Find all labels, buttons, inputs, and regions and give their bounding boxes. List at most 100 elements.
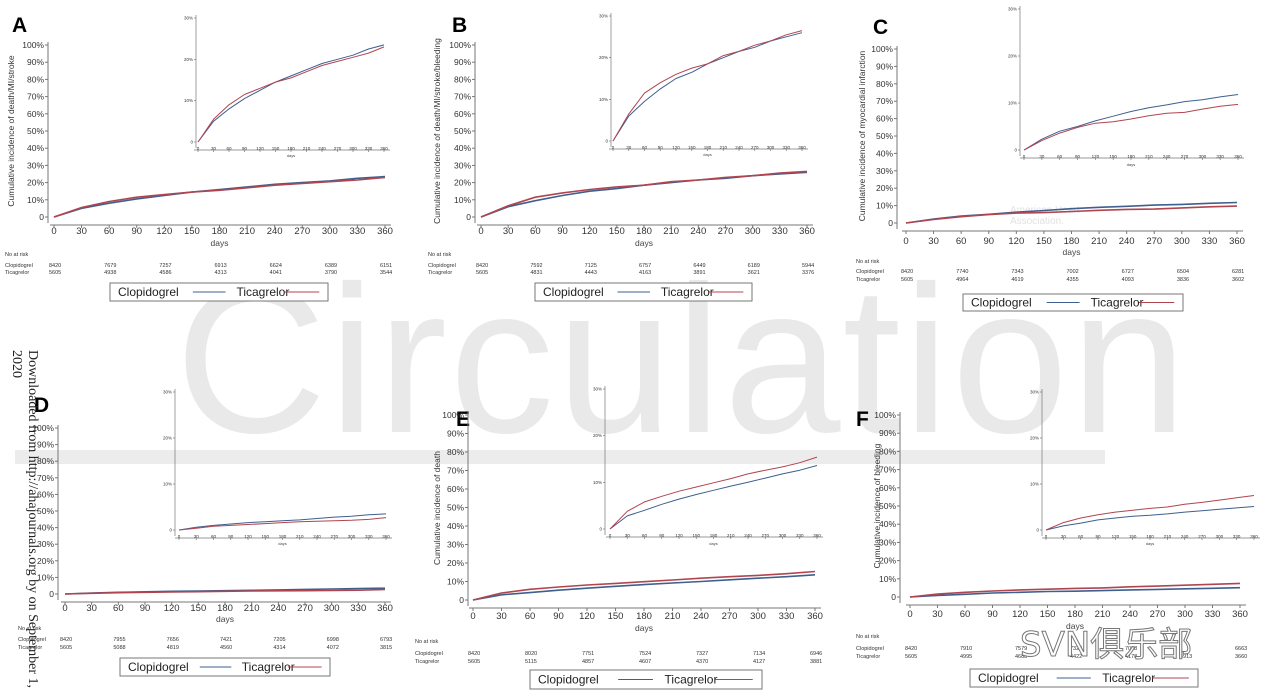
risk-count-clopidogrel: 6793 — [380, 637, 392, 643]
x-tick-label: 360 — [799, 226, 815, 237]
legend-label-clopidogrel: Clopidogrel — [543, 285, 604, 299]
y-tick-label: 50% — [879, 501, 896, 511]
x-tick-label: 270 — [297, 603, 313, 614]
y-tick-label: 20% — [879, 556, 896, 566]
risk-count-clopidogrel: 7679 — [104, 263, 116, 269]
ticagrelor-curve — [480, 170, 808, 218]
x-tick-label: 60 — [530, 226, 541, 237]
risk-table-title: No at risk — [856, 259, 879, 265]
x-tick-label: 60 — [960, 609, 971, 620]
inset-x-tick-label: 90 — [228, 534, 234, 539]
inset-x-tick-label: 0 — [612, 145, 615, 150]
inset-x-tick-label: 150 — [1129, 534, 1137, 539]
y-tick-label: 40% — [447, 521, 464, 531]
x-tick-label: 300 — [745, 226, 761, 237]
x-axis-label: days — [635, 623, 653, 633]
risk-count-clopidogrel: 7327 — [696, 651, 708, 657]
inset-x-tick-label: 120 — [256, 146, 264, 151]
inset-x-tick-label: 60 — [642, 145, 648, 150]
inset-x-tick-label: 0 — [178, 534, 181, 539]
legend: Clopidogrel Ticagrelor — [962, 293, 1184, 312]
x-tick-label: 180 — [1067, 609, 1083, 620]
x-tick-label: 180 — [636, 226, 652, 237]
x-tick-label: 270 — [722, 611, 738, 622]
risk-count-ticagrelor: 4355 — [1067, 277, 1079, 283]
panel-c: C Cumulative incidence of myocardial infa… — [856, 6, 1245, 312]
risk-count-ticagrelor: 4938 — [104, 270, 116, 276]
inset-x-tick-label: 30 — [211, 146, 217, 151]
risk-count-clopidogrel: 7751 — [582, 651, 594, 657]
inset-clopidogrel-curve — [612, 32, 803, 142]
risk-count-clopidogrel: 8420 — [476, 263, 488, 269]
y-tick-label: 80% — [37, 456, 54, 466]
risk-row-label: Ticagrelor — [856, 654, 880, 660]
inset-x-tick-label: 150 — [261, 534, 269, 539]
x-tick-label: 0 — [62, 603, 67, 614]
x-tick-label: 210 — [1091, 236, 1107, 247]
inset-y-tick-label: 30% — [1030, 390, 1039, 395]
risk-count-ticagrelor: 3660 — [1235, 654, 1247, 660]
x-tick-label: 210 — [244, 603, 260, 614]
risk-count-ticagrelor: 5088 — [113, 645, 125, 651]
clopidogrel-curve — [480, 171, 808, 218]
x-tick-label: 300 — [1177, 609, 1193, 620]
inset-x-tick-label: 210 — [719, 145, 727, 150]
inset-x-tick-label: 210 — [727, 533, 735, 538]
y-tick-label: 80% — [876, 79, 893, 89]
y-tick-label: 90% — [454, 57, 471, 67]
inset-x-tick-label: 360 — [798, 145, 806, 150]
x-tick-label: 30 — [86, 603, 97, 614]
risk-count-ticagrelor: 5605 — [905, 654, 917, 660]
inset-x-tick-label: 120 — [1092, 154, 1100, 159]
x-tick-label: 330 — [1201, 236, 1217, 247]
x-tick-label: 210 — [239, 226, 255, 237]
inset-x-tick-label: 210 — [1164, 534, 1172, 539]
inset-x-tick-label: 330 — [782, 145, 790, 150]
inset-y-tick-label: 20% — [599, 55, 608, 60]
risk-count-ticagrelor: 4093 — [1122, 277, 1134, 283]
inset-x-tick-label: 180 — [1127, 154, 1135, 159]
panel-letter: A — [12, 14, 27, 37]
risk-count-clopidogrel: 7524 — [639, 651, 651, 657]
inset-x-tick-label: 30 — [194, 534, 200, 539]
y-tick-label: 100% — [449, 40, 471, 50]
inset-y-tick-label: 0 — [605, 139, 608, 144]
x-tick-label: 330 — [779, 611, 795, 622]
inset-y-tick-label: 0 — [169, 528, 172, 533]
y-tick-label: 70% — [27, 92, 44, 102]
inset-x-tick-label: 210 — [1145, 154, 1153, 159]
risk-count-clopidogrel: 7323 — [1070, 646, 1082, 652]
inset-x-tick-label: 270 — [761, 533, 769, 538]
x-tick-label: 330 — [350, 603, 366, 614]
y-tick-label: 0 — [466, 212, 471, 222]
inset-x-tick-label: 360 — [1234, 154, 1242, 159]
inset-x-axis-label: days — [1146, 541, 1154, 546]
panel-d: D 0 10% 20% 30% 40% 50% 60% 70% 80% 90% 100% 0 30 60 90… — [18, 389, 393, 677]
y-tick-label: 30% — [454, 160, 471, 170]
y-tick-label: 100% — [874, 410, 896, 420]
inset-x-tick-label: 180 — [704, 145, 712, 150]
risk-row-label: Clopidogrel — [856, 269, 884, 275]
y-tick-label: 10% — [876, 201, 893, 211]
x-tick-label: 240 — [270, 603, 286, 614]
panel-letter: F — [856, 408, 869, 431]
x-tick-label: 210 — [665, 611, 681, 622]
inset-y-tick-label: 30% — [599, 14, 608, 19]
inset-x-tick-label: 90 — [659, 533, 665, 538]
risk-count-ticagrelor: 3602 — [1232, 277, 1244, 283]
x-tick-label: 120 — [579, 611, 595, 622]
inset-x-tick-label: 300 — [1216, 534, 1224, 539]
risk-count-clopidogrel: 6389 — [325, 263, 337, 269]
x-tick-label: 90 — [140, 603, 151, 614]
y-tick-label: 50% — [27, 126, 44, 136]
y-axis-label: Cumulative incidence of bleeding — [872, 443, 882, 568]
inset-x-tick-label: 150 — [272, 146, 280, 151]
ticagrelor-curve — [64, 588, 386, 595]
x-tick-label: 30 — [928, 236, 939, 247]
y-tick-label: 50% — [876, 131, 893, 141]
x-tick-label: 180 — [1064, 236, 1080, 247]
inset-x-tick-label: 300 — [767, 145, 775, 150]
inset-x-tick-label: 180 — [287, 146, 295, 151]
inset-y-tick-label: 30% — [163, 390, 172, 395]
x-tick-label: 330 — [1205, 609, 1221, 620]
